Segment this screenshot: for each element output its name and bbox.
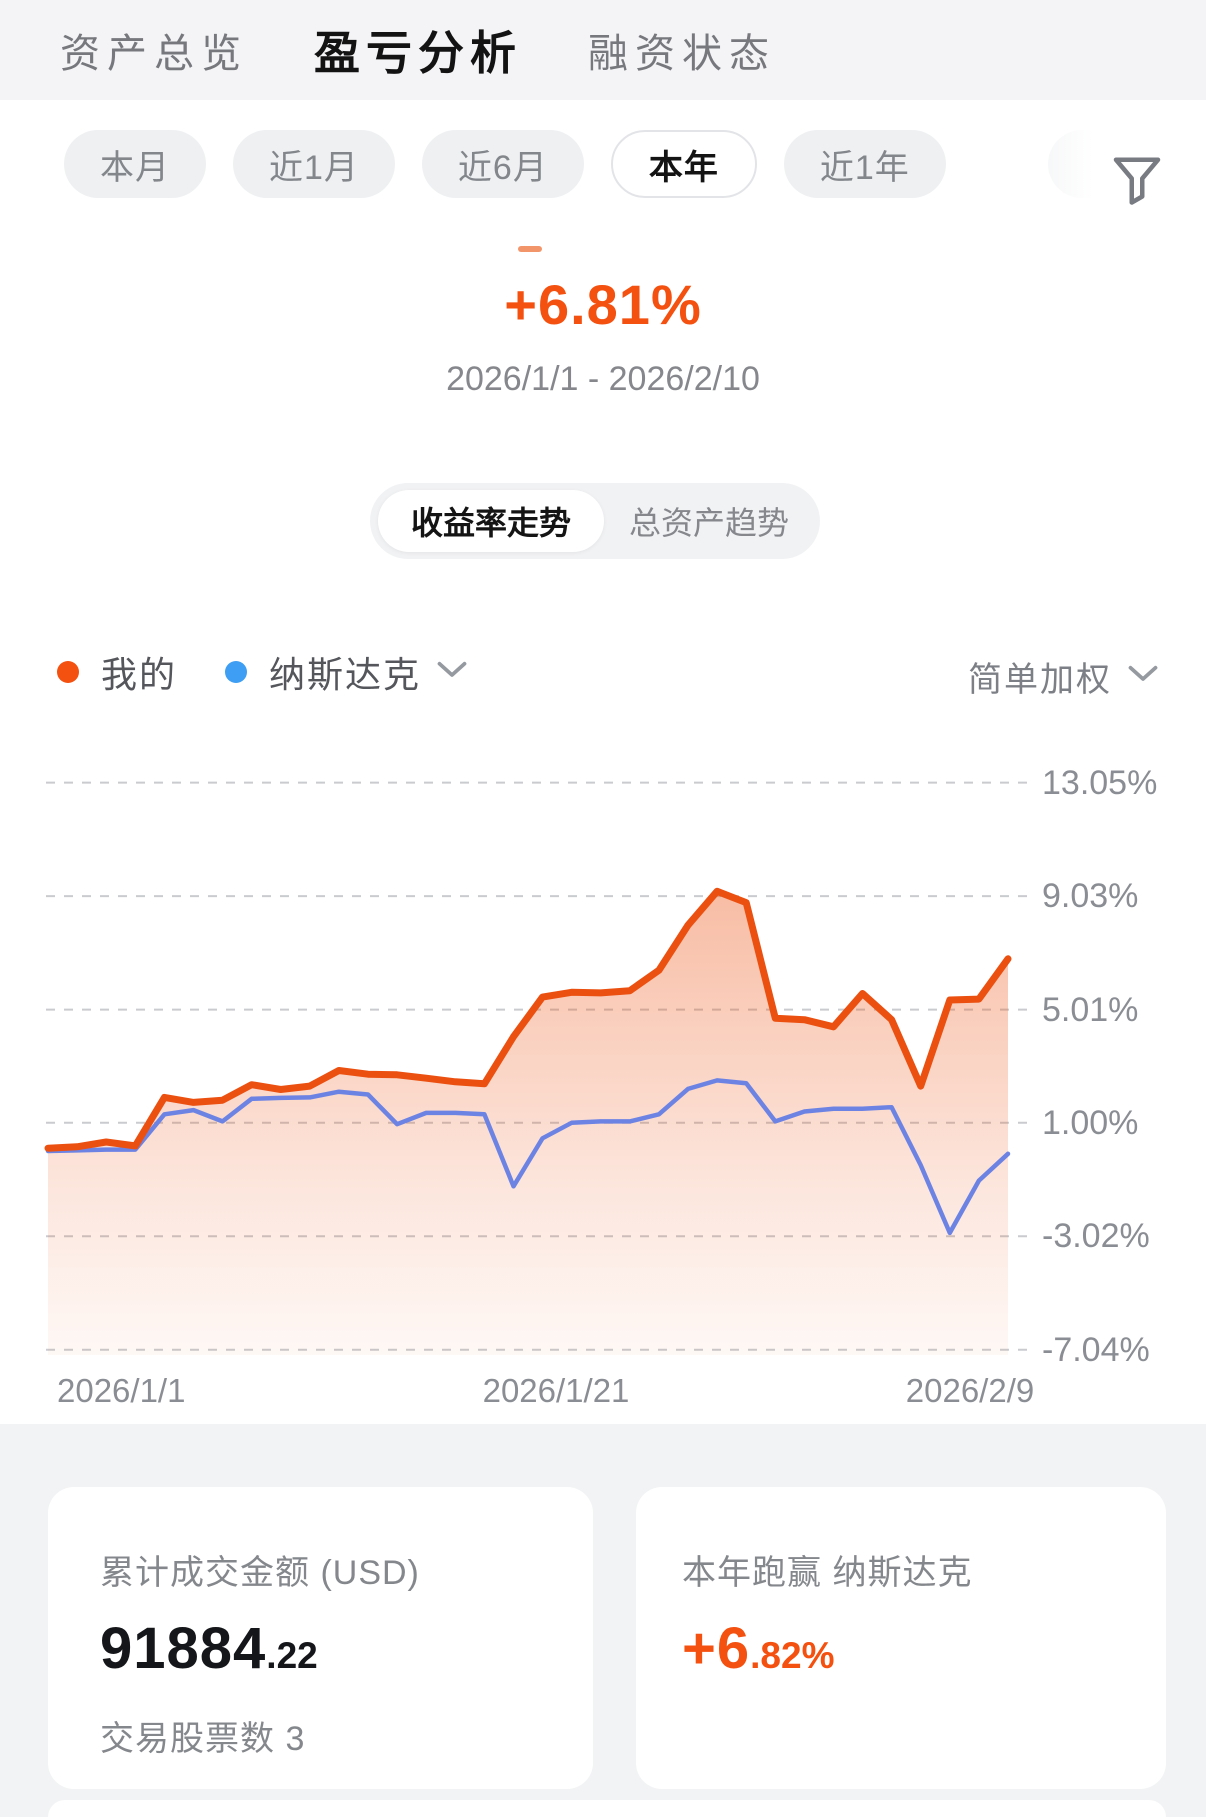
y-axis-tick: -3.02%: [1042, 1217, 1150, 1256]
card-outperformance[interactable]: 本年跑赢 纳斯达克 +6 .82%: [636, 1487, 1166, 1789]
scroll-indicator-dash: [518, 246, 542, 252]
card-title: 累计成交金额 (USD): [100, 1554, 420, 1592]
period-selector: 本月 近1月 近6月 本年 近1年: [64, 130, 946, 198]
date-range: 2026/1/1 - 2026/2/10: [446, 360, 760, 398]
outperformance-integer: +6: [682, 1616, 751, 1681]
period-return-value: +6.81%: [504, 273, 702, 336]
y-axis-tick: 5.01%: [1042, 990, 1139, 1029]
funnel-icon: [1110, 157, 1164, 210]
outperformance-value: +6 .82%: [682, 1615, 834, 1682]
traded-stocks-count: 交易股票数 3: [100, 1720, 306, 1758]
x-axis-tick: 2026/2/9: [905, 1372, 1035, 1409]
weighting-selector[interactable]: 简单加权: [968, 652, 1158, 701]
toggle-option-return-trend[interactable]: 收益率走势: [378, 490, 604, 552]
tab-bar: 资产总览 盈亏分析 融资状态: [0, 0, 1206, 100]
period-pill-0[interactable]: 本月: [64, 130, 206, 198]
chevron-down-icon[interactable]: [437, 661, 467, 684]
card-title: 本年跑赢 纳斯达克: [682, 1554, 973, 1592]
pill-fade-overlay: [1000, 118, 1206, 210]
turnover-integer: 91884: [100, 1616, 267, 1681]
card-total-turnover[interactable]: 累计成交金额 (USD) 91884 .22 交易股票数 3: [48, 1487, 593, 1789]
tab-2[interactable]: 融资状态: [588, 32, 776, 76]
tab-0[interactable]: 资产总览: [60, 32, 248, 76]
outperformance-decimal: .82%: [750, 1635, 835, 1676]
series-mine-area: [48, 891, 1008, 1355]
y-axis-tick: 1.00%: [1042, 1103, 1139, 1142]
y-axis-tick: -7.04%: [1042, 1330, 1150, 1369]
period-pill-1[interactable]: 近1月: [233, 130, 395, 198]
legend-label-benchmark[interactable]: 纳斯达克: [269, 654, 422, 695]
chart-view-toggle: 收益率走势 总资产趋势: [370, 483, 820, 559]
toggle-option-asset-trend[interactable]: 总资产趋势: [628, 505, 789, 541]
y-axis-tick: 9.03%: [1042, 877, 1139, 916]
turnover-value: 91884 .22: [100, 1615, 318, 1682]
legend-label-mine: 我的: [101, 654, 178, 695]
filter-button[interactable]: [1108, 152, 1166, 210]
series-mine-line: [44, 887, 1012, 1152]
period-pill-3[interactable]: 本年: [610, 130, 757, 198]
period-pill-2[interactable]: 近6月: [421, 130, 584, 198]
x-axis-tick: 2026/1/21: [482, 1372, 630, 1409]
next-card-peek: [48, 1800, 1166, 1817]
chevron-down-icon: [1128, 665, 1158, 688]
chart-legend: 我的 纳斯达克: [57, 650, 467, 695]
series-benchmark-line: [45, 1078, 1011, 1236]
y-axis-tick: 13.05%: [1042, 763, 1158, 802]
legend-dot-benchmark: [225, 661, 248, 683]
legend-dot-mine: [57, 661, 79, 683]
tab-1[interactable]: 盈亏分析: [314, 27, 522, 79]
weighting-label: 简单加权: [968, 661, 1112, 699]
period-pill-4[interactable]: 近1年: [783, 130, 946, 198]
turnover-decimal: .22: [266, 1635, 318, 1676]
x-axis-tick: 2026/1/1: [57, 1372, 186, 1409]
return-trend-chart[interactable]: [40, 755, 1030, 1355]
